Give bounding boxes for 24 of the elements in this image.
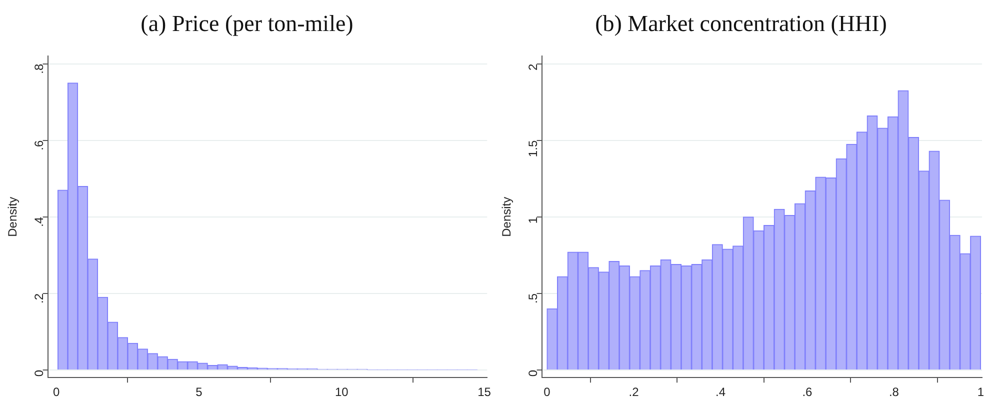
y-tick-label: .4 (32, 216, 46, 227)
x-tick-label: .6 (802, 385, 813, 400)
y-axis-title: Density (500, 196, 514, 237)
x-tick-label: 0 (544, 385, 551, 400)
x-tick-label: 1 (977, 385, 984, 400)
y-tick-label: .5 (526, 293, 540, 304)
y-tick-label: 1 (526, 216, 540, 224)
chart-title: (b) Market concentration (HHI) (594, 10, 888, 38)
y-tick-label: .8 (32, 64, 46, 74)
x-tick-label: 0 (53, 385, 60, 400)
y-tick-label: .6 (32, 140, 46, 150)
chart-title: (a) Price (per ton-mile) (140, 10, 354, 38)
y-tick-label: .2 (32, 293, 46, 304)
x-tick-label: .2 (628, 385, 640, 400)
y-tick-label: 0 (526, 370, 540, 377)
x-tick-label: .4 (715, 385, 726, 400)
x-tick-label: .8 (888, 385, 900, 400)
y-tick-label: 0 (32, 370, 46, 377)
x-tick-label: 10 (334, 385, 349, 400)
x-tick-label: 15 (478, 385, 492, 400)
y-axis-title: Density (6, 196, 20, 237)
y-tick-label: 2 (526, 64, 540, 71)
y-tick-label: 1.5 (526, 140, 540, 158)
x-tick-label: 5 (196, 385, 203, 400)
